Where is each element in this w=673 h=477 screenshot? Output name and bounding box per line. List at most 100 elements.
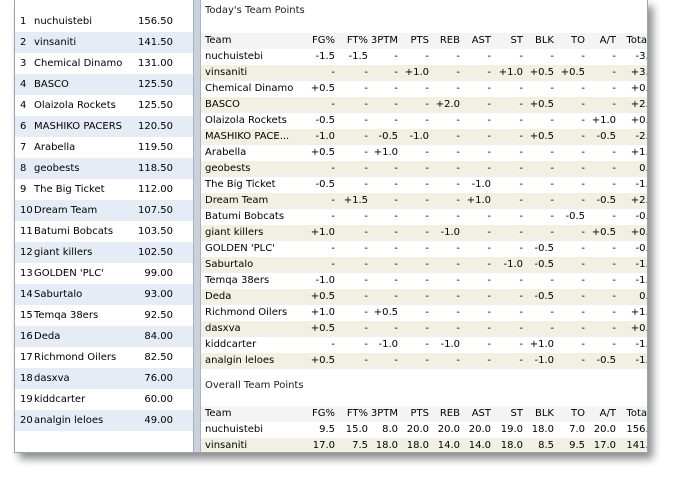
- cell: -: [612, 67, 616, 78]
- cell: -: [456, 67, 460, 78]
- column-header: A/T: [599, 408, 616, 419]
- team-name: Saburtalo: [205, 259, 254, 270]
- cell: -: [550, 51, 554, 62]
- team-name: Batumi Bobcats: [205, 211, 285, 222]
- cell: -: [487, 51, 491, 62]
- column-header: BLK: [535, 35, 554, 46]
- team-name: Temqa 38ers: [205, 275, 270, 286]
- cell: -1.0: [440, 227, 460, 238]
- table-row: Deda+0.5-------0.5--0.0: [201, 289, 647, 305]
- cell: -: [519, 83, 523, 94]
- cell: -: [581, 83, 585, 94]
- team-name: Dream Team: [205, 195, 269, 206]
- table-row: Chemical Dinamo +0.5 - - - - - - - - - +0.5: [201, 81, 647, 97]
- team-name: Olaizola Rockets: [205, 115, 287, 126]
- cell: -: [364, 227, 368, 238]
- cell: -: [364, 67, 368, 78]
- cell: -: [581, 307, 585, 318]
- cell: -: [364, 291, 368, 302]
- rank: 18: [20, 373, 33, 384]
- team-name: Arabella: [205, 147, 247, 158]
- cell: -: [519, 99, 523, 110]
- cell: -: [581, 131, 585, 142]
- rank: 9: [20, 184, 27, 195]
- team-name: Batumi Bobcats: [34, 226, 114, 237]
- column-header: PTS: [410, 35, 430, 46]
- table-row: nuchuistebi 9.5 15.0 8.0 20.0 20.0 20.0 19.0 18.…: [201, 422, 647, 438]
- cell: -0.5: [534, 259, 554, 270]
- cell: -: [456, 275, 460, 286]
- cell: -: [487, 243, 491, 254]
- cell: -1.0: [315, 131, 335, 142]
- table-row: BASCO----+2.0--+0.5--+2.5: [201, 97, 647, 113]
- cell: -: [519, 51, 523, 62]
- cell: -: [364, 259, 368, 270]
- cell: -: [612, 243, 616, 254]
- cell: -0.5: [534, 243, 554, 254]
- cell: -: [550, 307, 554, 318]
- cell: -1.0: [471, 179, 491, 190]
- cell: -: [456, 163, 460, 174]
- team-name: analgin leloes: [34, 415, 104, 426]
- cell: -: [394, 259, 398, 270]
- cell: -: [612, 99, 616, 110]
- standings-row: 20 analgin leloes 49.00: [15, 410, 193, 431]
- cell: +1.0: [310, 307, 335, 318]
- rank: 1: [20, 16, 27, 27]
- rank: 7: [20, 142, 27, 153]
- cell: -: [487, 115, 491, 126]
- column-header: FT%: [346, 408, 368, 419]
- standings-row: 3 Chemical Dinamo 131.00: [15, 53, 193, 74]
- cell: -: [331, 99, 335, 110]
- cell: -: [581, 195, 585, 206]
- team-name: Deda: [205, 291, 232, 302]
- cell: +0.5: [591, 227, 616, 238]
- team-name: Olaizola Rockets: [34, 100, 116, 111]
- cell: 141.5: [626, 440, 647, 451]
- standings-panel: 1 nuchuistebi 156.50 2 vinsaniti 141.50 3 Chemi…: [15, 0, 193, 452]
- cell: -0.5: [635, 211, 647, 222]
- cell: -: [456, 323, 460, 334]
- cell: -: [364, 339, 368, 350]
- standings-row: 8 geobests 118.50: [15, 158, 193, 179]
- cell: -: [519, 307, 523, 318]
- cell: -: [394, 179, 398, 190]
- cell: -: [550, 163, 554, 174]
- cell: -: [425, 355, 429, 366]
- cell: -: [364, 307, 368, 318]
- cell: +0.5: [529, 67, 554, 78]
- cell: 9.5: [319, 424, 335, 435]
- cell: -: [581, 275, 585, 286]
- cell: -3.0: [635, 51, 647, 62]
- header-row: Team FG% FT%3PTM PTS REB AST ST BLK TO A/T Totals: [201, 33, 647, 50]
- table-row: The Big Ticket-0.5-----1.0-----1.5: [201, 177, 647, 193]
- cell: -1.5: [635, 179, 647, 190]
- standings-row: 2 vinsaniti 141.50: [15, 32, 193, 53]
- table-row: Batumi Bobcats---------0.5--0.5: [201, 209, 647, 225]
- cell: -: [456, 259, 460, 270]
- cell: 8.5: [538, 440, 554, 451]
- cell: -: [581, 243, 585, 254]
- points: 82.50: [144, 352, 173, 363]
- cell: -1.0: [534, 355, 554, 366]
- cell: -: [581, 339, 585, 350]
- cell: +1.0: [373, 147, 398, 158]
- cell: -: [394, 355, 398, 366]
- standings-row: 4 Olaizola Rockets 125.50: [15, 95, 193, 116]
- cell: 15.0: [345, 424, 368, 435]
- column-header: Totals: [626, 408, 647, 419]
- cell: -: [456, 307, 460, 318]
- team-name: vinsaniti: [205, 440, 248, 451]
- cell: -: [456, 179, 460, 190]
- cell: -2.5: [635, 131, 647, 142]
- cell: -: [519, 147, 523, 158]
- cell: -: [394, 291, 398, 302]
- table-row: dasxva +0.5 - - - - - - - - - +0.5: [201, 321, 647, 337]
- cell: -: [364, 131, 368, 142]
- cell: -: [331, 243, 335, 254]
- cell: -: [425, 307, 429, 318]
- points: 60.00: [144, 394, 173, 405]
- cell: -: [331, 67, 335, 78]
- cell: -1.0: [635, 339, 647, 350]
- cell: 7.5: [352, 440, 368, 451]
